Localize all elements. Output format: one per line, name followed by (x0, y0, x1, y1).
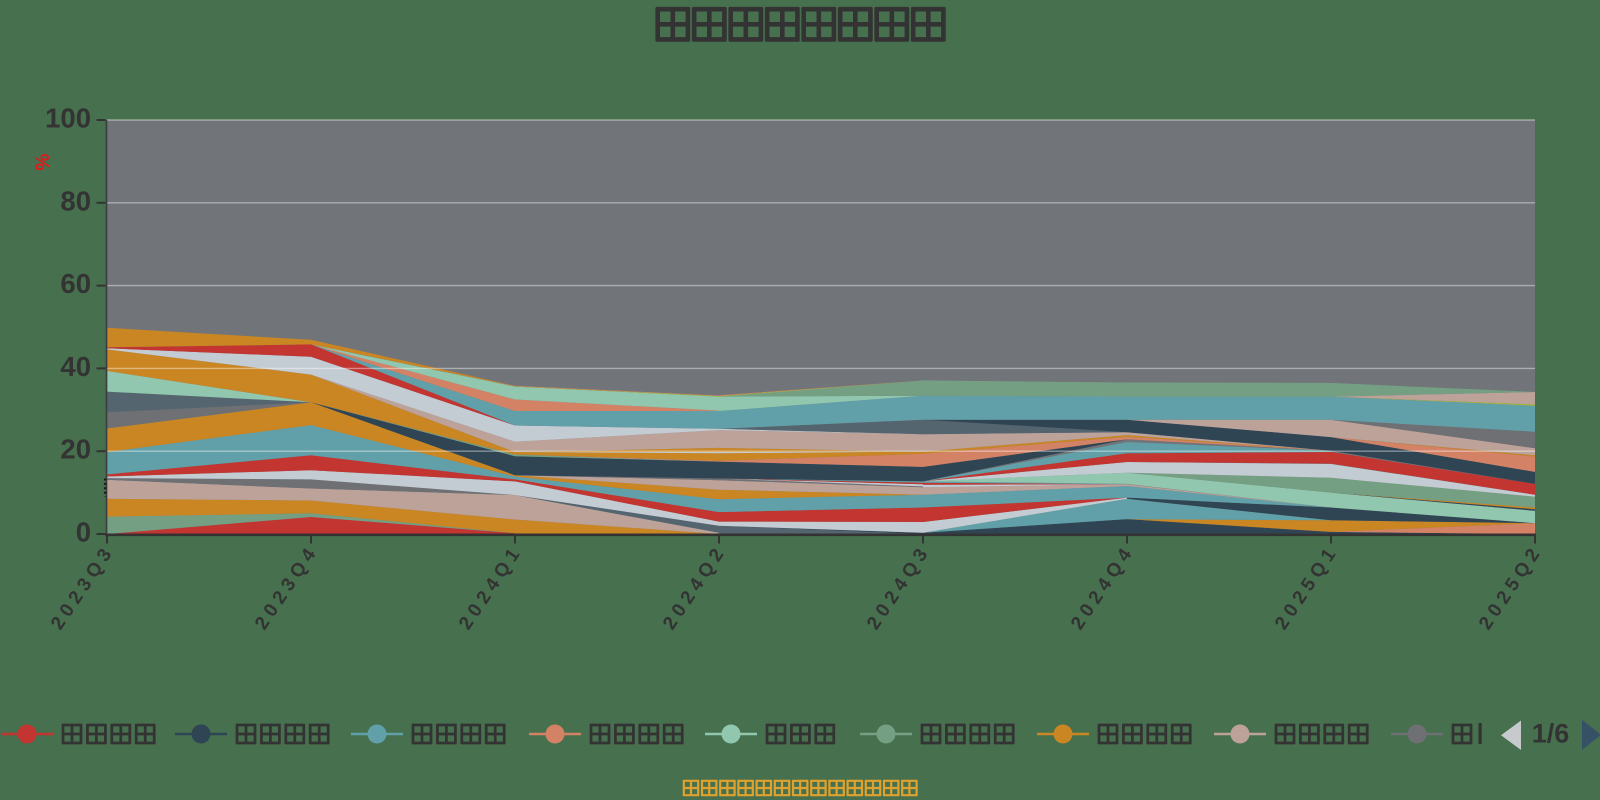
svg-text:80: 80 (60, 185, 91, 216)
svg-text:2024Q4: 2024Q4 (1067, 541, 1139, 634)
svg-text:2024Q1: 2024Q1 (455, 541, 527, 634)
svg-text:100: 100 (45, 103, 91, 134)
svg-text:1/6: 1/6 (1532, 719, 1570, 749)
svg-text:%: % (33, 153, 54, 170)
svg-text:60: 60 (60, 268, 91, 299)
svg-text:2023Q3: 2023Q3 (47, 541, 119, 634)
svg-text:2024Q3: 2024Q3 (863, 541, 935, 634)
svg-text:2025Q1: 2025Q1 (1271, 541, 1343, 634)
svg-text:20: 20 (60, 434, 91, 465)
svg-text:2024Q2: 2024Q2 (659, 541, 731, 634)
svg-text:2023Q4: 2023Q4 (251, 541, 323, 634)
svg-text:40: 40 (60, 351, 91, 382)
svg-text:0: 0 (76, 517, 91, 548)
svg-text:2025Q2: 2025Q2 (1475, 541, 1547, 634)
